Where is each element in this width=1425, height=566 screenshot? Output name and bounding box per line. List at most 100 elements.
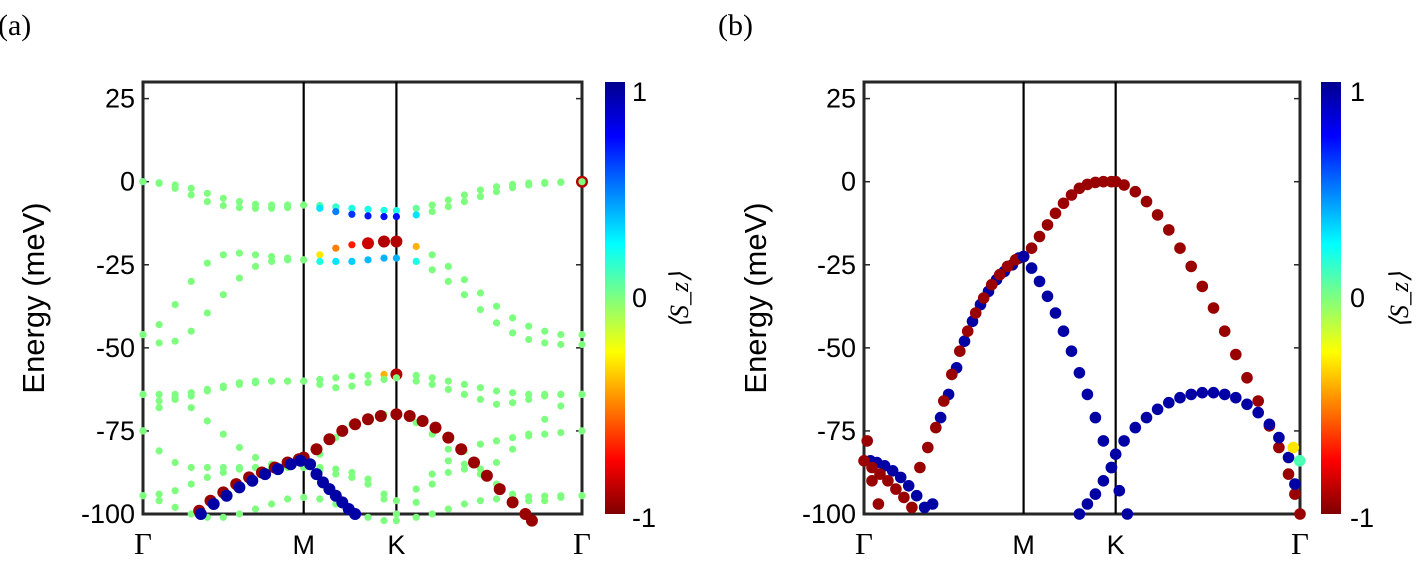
data-point bbox=[1252, 406, 1264, 419]
data-point bbox=[926, 498, 939, 510]
data-point bbox=[1230, 391, 1242, 404]
data-point bbox=[219, 384, 227, 392]
data-point bbox=[272, 463, 284, 476]
data-point bbox=[251, 262, 260, 270]
data-point bbox=[364, 480, 372, 488]
data-point bbox=[1129, 185, 1142, 198]
data-point bbox=[155, 447, 163, 455]
data-point bbox=[235, 465, 243, 473]
x-tick-label: M bbox=[292, 530, 315, 560]
data-point bbox=[219, 251, 227, 259]
data-point bbox=[412, 377, 420, 385]
data-point bbox=[541, 492, 549, 500]
data-point bbox=[219, 291, 227, 299]
data-point bbox=[460, 291, 468, 299]
data-point bbox=[155, 179, 163, 187]
colorbar: 1 0 -1 ⟨S_z⟩ bbox=[605, 77, 694, 533]
data-point bbox=[1025, 262, 1038, 274]
data-point bbox=[525, 390, 533, 398]
data-point bbox=[1252, 395, 1264, 407]
data-point bbox=[866, 475, 878, 487]
data-point bbox=[525, 181, 533, 189]
data-point bbox=[428, 374, 436, 382]
data-point bbox=[1282, 451, 1295, 464]
data-point bbox=[203, 259, 211, 267]
data-point bbox=[1241, 398, 1253, 411]
data-point bbox=[578, 390, 586, 398]
data-point bbox=[300, 201, 308, 209]
data-point bbox=[332, 244, 340, 252]
data-point bbox=[364, 475, 372, 483]
data-point bbox=[985, 278, 998, 291]
data-point bbox=[492, 188, 501, 196]
data-point bbox=[442, 431, 455, 444]
data-point bbox=[492, 387, 501, 395]
data-point bbox=[171, 337, 179, 345]
data-point bbox=[412, 242, 420, 251]
data-point bbox=[390, 408, 403, 421]
data-point bbox=[268, 500, 276, 508]
data-point bbox=[187, 327, 195, 335]
data-point bbox=[1151, 209, 1164, 221]
data-point bbox=[460, 276, 468, 284]
data-point bbox=[429, 421, 442, 434]
data-point bbox=[219, 430, 227, 438]
data-point bbox=[428, 380, 436, 388]
data-point bbox=[374, 410, 387, 422]
data-point bbox=[1118, 179, 1130, 191]
data-point bbox=[1041, 219, 1054, 231]
data-point bbox=[284, 256, 292, 264]
data-point bbox=[1073, 367, 1086, 379]
data-point bbox=[1151, 403, 1164, 416]
data-point bbox=[187, 392, 195, 400]
data-point bbox=[1057, 197, 1070, 210]
data-point bbox=[476, 465, 484, 473]
colorbar-tick-max: 1 bbox=[1350, 77, 1365, 107]
data-point bbox=[506, 496, 519, 509]
data-point bbox=[310, 443, 323, 456]
data-point bbox=[316, 375, 324, 383]
data-point bbox=[525, 493, 533, 501]
data-point bbox=[1113, 484, 1126, 497]
colorbar-tick-max: 1 bbox=[632, 77, 647, 107]
data-points bbox=[858, 175, 1306, 520]
data-point bbox=[1218, 388, 1231, 401]
data-point bbox=[1185, 388, 1197, 401]
data-point bbox=[259, 468, 272, 481]
colorbar-gradient bbox=[1321, 82, 1341, 514]
data-point bbox=[300, 256, 308, 264]
data-point bbox=[444, 203, 452, 211]
data-point bbox=[541, 392, 549, 400]
data-point bbox=[332, 208, 340, 216]
data-point bbox=[294, 454, 307, 467]
data-point bbox=[187, 191, 195, 199]
data-point bbox=[1230, 348, 1242, 361]
colorbar-tick-min: -1 bbox=[1350, 503, 1374, 533]
panel-label: (a) bbox=[0, 9, 31, 42]
data-point bbox=[412, 498, 420, 506]
data-point bbox=[392, 374, 400, 382]
data-point bbox=[171, 301, 179, 309]
data-point bbox=[380, 517, 388, 525]
data-point bbox=[961, 325, 974, 338]
data-point bbox=[906, 501, 918, 514]
data-point bbox=[203, 463, 211, 472]
data-point bbox=[460, 380, 468, 388]
data-point bbox=[348, 382, 356, 390]
data-point bbox=[557, 429, 565, 437]
data-point bbox=[894, 471, 907, 484]
data-point bbox=[139, 427, 147, 435]
x-tick-label: Γ bbox=[573, 526, 591, 561]
data-point bbox=[203, 189, 211, 197]
data-point bbox=[412, 485, 420, 493]
colorbar-label: ⟨S_z⟩ bbox=[1385, 272, 1414, 328]
data-point bbox=[348, 372, 356, 380]
y-tick-label: -25 bbox=[817, 250, 856, 280]
data-point bbox=[219, 513, 227, 521]
colorbar-tick-min: -1 bbox=[632, 503, 656, 533]
data-point bbox=[416, 415, 429, 427]
data-point bbox=[1196, 280, 1209, 293]
data-point bbox=[300, 493, 308, 501]
data-point bbox=[412, 371, 420, 379]
data-point bbox=[969, 307, 982, 319]
